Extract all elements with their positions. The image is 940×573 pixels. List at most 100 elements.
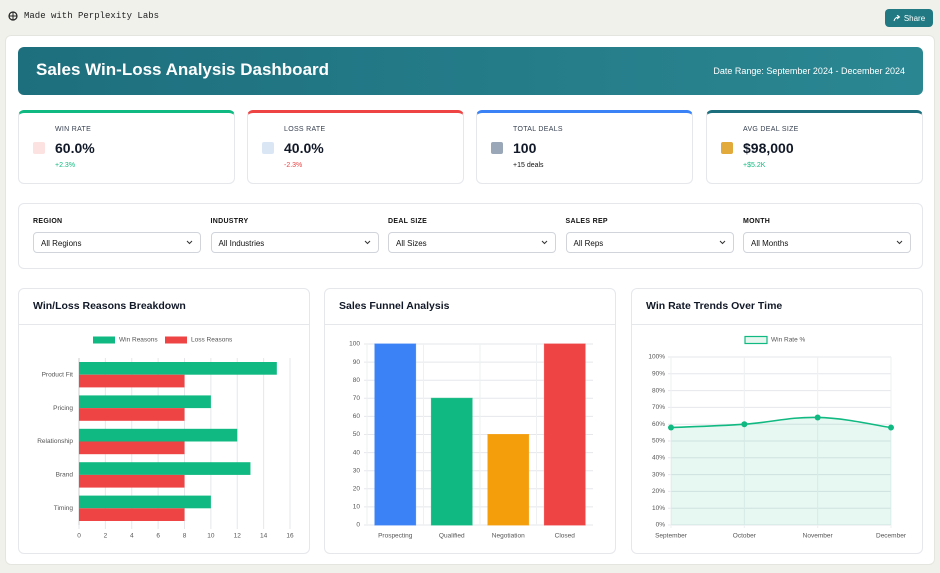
kpi-card: TOTAL DEALS 100 +15 deals bbox=[476, 110, 693, 184]
legend-swatch bbox=[165, 336, 187, 344]
filter-select[interactable]: All Reps bbox=[565, 232, 734, 253]
y-tick-label: 40 bbox=[353, 449, 361, 456]
chart: 0 2 4 6 8 10 12 14 16 Product Fit Pricing Relations… bbox=[37, 336, 294, 540]
y-tick-label: 70 bbox=[353, 395, 361, 402]
kpi-value: 40.0% bbox=[284, 140, 324, 156]
bar bbox=[79, 374, 185, 388]
x-tick-label: 6 bbox=[156, 533, 160, 540]
chevron bbox=[186, 240, 193, 245]
filter-select[interactable]: All Months bbox=[743, 232, 911, 253]
y-tick-label: Brand bbox=[56, 472, 74, 479]
filter-value: All Reps bbox=[573, 239, 604, 248]
bar bbox=[487, 434, 530, 526]
x-tick-label: 10 bbox=[207, 533, 215, 540]
bar bbox=[79, 395, 211, 409]
x-tick-label: Qualified bbox=[439, 533, 465, 540]
bar bbox=[79, 495, 211, 509]
y-tick-label: 80% bbox=[652, 387, 665, 394]
kpi-card: AVG DEAL SIZE $98,000 +$5.2K bbox=[706, 110, 923, 184]
brand-icon bbox=[8, 11, 18, 21]
kpi-change: +15 deals bbox=[513, 162, 544, 169]
main-panel: Sales Win-Loss Analysis Dashboard Date R… bbox=[5, 35, 935, 565]
y-tick-label: 60 bbox=[353, 413, 361, 420]
header: Sales Win-Loss Analysis Dashboard Date R… bbox=[18, 47, 923, 95]
point bbox=[741, 421, 748, 428]
y-tick-label: 90 bbox=[353, 359, 361, 366]
x-tick-label: 16 bbox=[286, 533, 294, 540]
x-tick-label: December bbox=[876, 533, 907, 540]
kpi-change: -2.3% bbox=[284, 162, 303, 169]
y-tick-label: 50 bbox=[353, 431, 361, 438]
filter-label: REGION bbox=[33, 218, 63, 225]
kpi-icon bbox=[491, 142, 503, 154]
line bbox=[670, 416, 892, 429]
kpi-value: $98,000 bbox=[743, 140, 794, 156]
y-tick-label: Product Fit bbox=[42, 371, 74, 378]
y-tick-label: 60% bbox=[652, 421, 665, 428]
y-tick-label: 0% bbox=[656, 522, 666, 529]
filter-value: All Regions bbox=[41, 239, 82, 248]
bar bbox=[543, 343, 586, 526]
kpi-value: 60.0% bbox=[55, 140, 95, 156]
kpi-label: WIN RATE bbox=[55, 126, 92, 133]
legend-swatch bbox=[93, 336, 115, 344]
chart-card: Sales Funnel Analysis 0 10 20 30 40 50 60 70 80 90… bbox=[324, 288, 616, 554]
y-tick-label: 90% bbox=[652, 371, 665, 378]
filter-label: DEAL SIZE bbox=[388, 218, 428, 225]
kpi-label: TOTAL DEALS bbox=[513, 126, 563, 133]
date-value: September 2024 - December 2024 bbox=[766, 66, 905, 76]
y-tick-label: Timing bbox=[54, 505, 74, 512]
kpi-label: LOSS RATE bbox=[284, 126, 326, 133]
filter-select[interactable]: All Sizes bbox=[388, 232, 556, 253]
date-range: Date Range: September 2024 - December 20… bbox=[713, 66, 905, 76]
y-tick-label: 100% bbox=[648, 354, 665, 361]
point bbox=[888, 424, 894, 431]
y-tick-label: 20 bbox=[353, 486, 361, 493]
x-tick-label: November bbox=[803, 533, 834, 540]
chart-title: Sales Funnel Analysis bbox=[325, 289, 615, 325]
filter-select[interactable]: All Regions bbox=[33, 232, 201, 253]
area bbox=[671, 417, 891, 525]
chart-title: Win/Loss Reasons Breakdown bbox=[19, 289, 309, 325]
kpi-card: LOSS RATE 40.0% -2.3% bbox=[247, 110, 464, 184]
x-tick-label: 2 bbox=[104, 533, 108, 540]
kpi-icon bbox=[721, 142, 733, 154]
filter: REGION All Regions bbox=[33, 218, 201, 253]
chart-title: Win Rate Trends Over Time bbox=[632, 289, 922, 325]
x-tick-label: Negotiation bbox=[492, 533, 525, 540]
filter-value: All Sizes bbox=[396, 239, 427, 248]
kpi-label: AVG DEAL SIZE bbox=[743, 126, 799, 133]
filter-select[interactable]: All Industries bbox=[210, 232, 379, 253]
chevron bbox=[719, 240, 725, 245]
bar bbox=[79, 462, 251, 475]
share-button[interactable]: Share bbox=[885, 9, 933, 27]
filter: INDUSTRY All Industries bbox=[210, 218, 379, 253]
kpi-icon bbox=[33, 142, 45, 154]
x-tick-label: 12 bbox=[234, 533, 242, 540]
x-tick-label: 8 bbox=[183, 533, 187, 540]
share-icon bbox=[893, 14, 901, 21]
bar bbox=[374, 343, 417, 526]
chart: 0% 10% 20% 30% 40% 50% 60% 70% 80% 90% 100% Septemb… bbox=[648, 335, 907, 540]
filter: DEAL SIZE All Sizes bbox=[388, 218, 556, 253]
filter-label: MONTH bbox=[743, 218, 771, 225]
filter: MONTH All Months bbox=[743, 218, 911, 253]
y-tick-label: 70% bbox=[652, 404, 665, 411]
chevron bbox=[896, 240, 903, 245]
y-tick-label: 40% bbox=[652, 455, 665, 462]
y-tick-label: 80 bbox=[353, 377, 361, 384]
y-tick-label: 50% bbox=[652, 438, 665, 445]
x-tick-label: September bbox=[655, 533, 688, 540]
kpi-card: WIN RATE 60.0% +2.3% bbox=[18, 110, 235, 184]
x-tick-label: 0 bbox=[77, 533, 81, 540]
bar bbox=[430, 397, 473, 526]
kpi-change: +$5.2K bbox=[743, 162, 766, 169]
filters-panel: REGION All Regions INDUSTRY All Industries D… bbox=[18, 203, 923, 269]
brand[interactable]: Made with Perplexity Labs bbox=[8, 11, 159, 21]
y-tick-label: Relationship bbox=[37, 438, 73, 445]
kpi-value: 100 bbox=[513, 140, 537, 156]
point bbox=[814, 414, 821, 421]
bar bbox=[79, 508, 185, 521]
legend-label: Win Reasons bbox=[119, 337, 158, 344]
x-tick-label: October bbox=[733, 533, 757, 540]
